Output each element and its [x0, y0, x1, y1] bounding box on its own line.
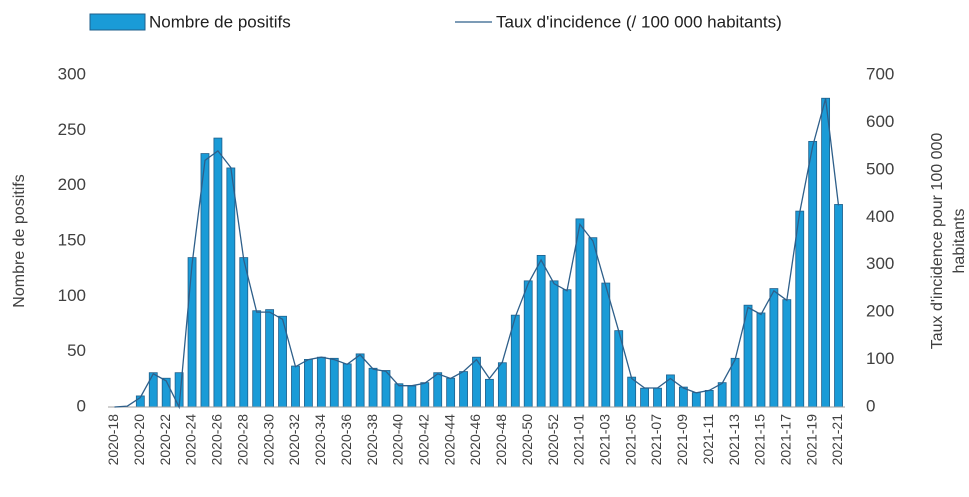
x-tick-label: 2020-18	[105, 414, 121, 466]
bar	[485, 378, 494, 408]
bar	[252, 310, 262, 408]
bar	[588, 237, 598, 408]
x-tick-label: 2020-44	[441, 414, 457, 466]
y2-tick-label: 100	[866, 349, 894, 368]
x-tick-label: 2021-15	[752, 414, 768, 466]
x-tick-label: 2020-46	[467, 414, 483, 466]
x-tick-label: 2021-03	[597, 414, 613, 466]
bar	[291, 365, 300, 408]
bar	[355, 353, 365, 408]
y-tick-label: 150	[58, 230, 86, 249]
bar	[562, 289, 572, 408]
x-tick-label: 2021-19	[803, 414, 819, 466]
y2-axis-label: habitants	[951, 209, 968, 274]
y2-tick-label: 400	[866, 207, 894, 226]
x-tick-label: 2021-09	[674, 414, 690, 466]
bar	[420, 382, 430, 408]
line	[114, 98, 840, 410]
y2-tick-label: 0	[866, 396, 875, 415]
y-tick-label: 200	[58, 175, 86, 194]
x-tick-label: 2020-42	[415, 414, 431, 466]
x-tick-label: 2020-40	[390, 414, 406, 466]
y-tick-label: 250	[58, 120, 86, 139]
bar	[691, 392, 701, 408]
bar	[575, 218, 585, 408]
bar	[497, 362, 507, 408]
legend-swatch	[89, 13, 146, 31]
bar	[213, 137, 223, 408]
bar	[368, 367, 378, 408]
bar	[342, 363, 352, 408]
bar	[536, 254, 546, 408]
bar	[523, 280, 533, 408]
bar	[601, 282, 611, 408]
bar	[187, 257, 197, 408]
bar	[329, 357, 339, 408]
bar	[161, 377, 171, 408]
bar	[239, 257, 249, 408]
bar	[834, 204, 843, 408]
x-tick-label: 2020-20	[131, 414, 147, 466]
bar	[446, 377, 456, 408]
x-tick-label: 2020-24	[183, 414, 199, 466]
x-tick-label: 2020-26	[209, 414, 225, 466]
bar	[627, 376, 637, 408]
x-tick-label: 2020-50	[519, 414, 535, 466]
y-tick-label: 300	[58, 64, 86, 83]
bar	[304, 359, 313, 408]
y2-tick-label: 600	[866, 112, 894, 131]
x-tick-label: 2021-07	[648, 414, 664, 466]
x-tick-label: 2020-38	[364, 414, 380, 466]
legend-label: Nombre de positifs	[149, 12, 291, 31]
bar	[795, 210, 805, 408]
bar	[704, 389, 714, 408]
bar	[381, 370, 391, 408]
bar	[769, 288, 779, 408]
bar	[717, 382, 727, 408]
y2-tick-label: 700	[866, 64, 894, 83]
y2-tick-label: 200	[866, 302, 894, 321]
x-tick-label: 2021-11	[700, 414, 716, 465]
x-tick-label: 2020-36	[338, 414, 354, 466]
bar	[316, 356, 326, 408]
x-tick-label: 2021-05	[622, 414, 638, 466]
x-tick-label: 2020-28	[234, 414, 250, 466]
bar	[549, 280, 559, 408]
bar	[433, 372, 443, 408]
y2-tick-label: 300	[866, 254, 894, 273]
x-tick-label: 2020-48	[493, 414, 509, 466]
legend-label: Taux d'incidence (/ 100 000 habitants)	[496, 12, 782, 31]
bar	[226, 167, 236, 408]
bar	[756, 312, 766, 408]
x-tick-label: 2020-22	[157, 414, 173, 466]
bar	[265, 309, 275, 408]
y2-tick-label: 500	[866, 159, 894, 178]
y-tick-label: 0	[77, 396, 86, 415]
bar	[653, 387, 662, 408]
x-tick-label: 2021-01	[571, 414, 587, 466]
bar	[459, 371, 468, 408]
x-tick-label: 2020-34	[312, 414, 328, 466]
bar	[678, 386, 688, 408]
bar	[200, 153, 210, 408]
x-tick-label: 2020-30	[260, 414, 276, 466]
bar	[394, 383, 404, 408]
x-tick-label: 2021-17	[778, 414, 794, 466]
y-axis-label: Nombre de positifs	[11, 174, 28, 307]
y-tick-label: 100	[58, 286, 86, 305]
x-tick-label: 2021-13	[726, 414, 742, 466]
y2-axis-label: Taux d'incidence pour 100 000	[929, 133, 946, 350]
bar	[821, 97, 831, 408]
y-tick-label: 50	[67, 341, 86, 360]
bar	[407, 385, 417, 408]
x-tick-label: 2021-21	[829, 414, 845, 466]
x-tick-label: 2020-32	[286, 414, 302, 466]
bar	[808, 140, 818, 408]
bar	[640, 387, 649, 408]
x-tick-label: 2020-52	[545, 414, 561, 466]
bar	[782, 299, 792, 408]
